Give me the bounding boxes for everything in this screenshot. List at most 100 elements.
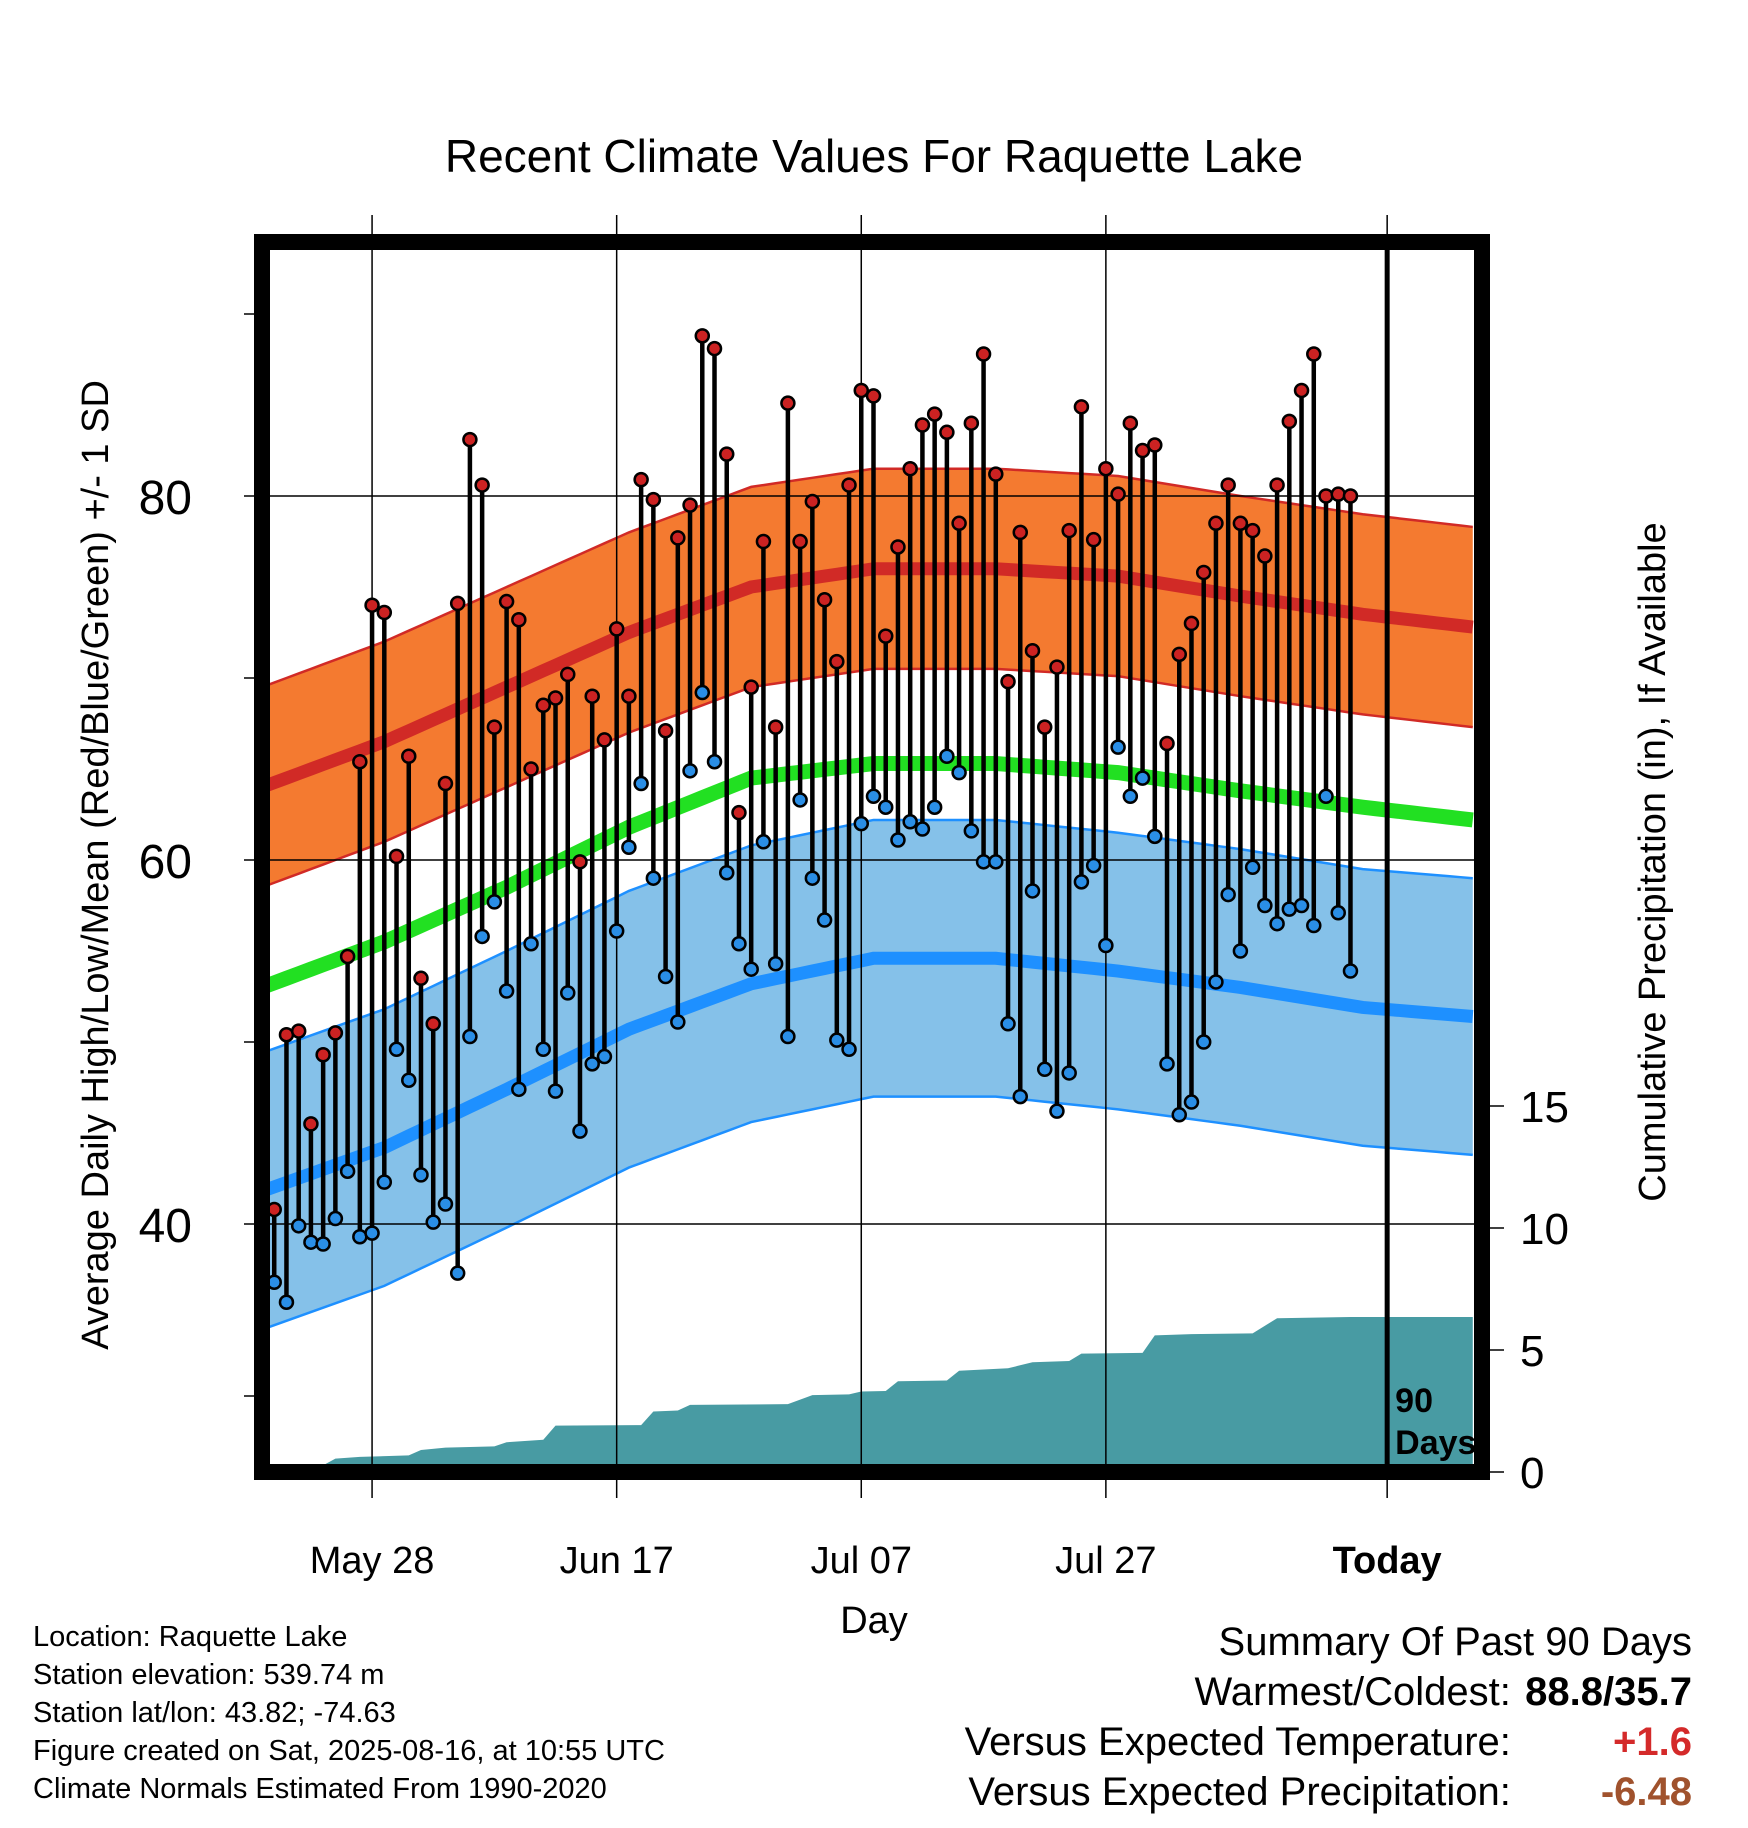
summary-precip: Versus Expected Precipitation: -6.48 — [968, 1770, 1692, 1815]
daily-high-point — [645, 491, 662, 508]
daily-high-point — [1073, 399, 1090, 415]
daily-low-point — [829, 1032, 845, 1048]
daily-high-point — [535, 697, 552, 714]
daily-low-point — [1183, 1094, 1200, 1110]
footer-location: Location: Raquette Lake — [33, 1621, 348, 1653]
daily-low-point — [339, 1163, 356, 1179]
daily-high-point — [975, 346, 992, 362]
daily-high-point — [853, 382, 870, 399]
daily-low-point — [498, 983, 515, 999]
daily-high-point — [706, 340, 723, 357]
high-normal-band-lower-edge — [262, 667, 1473, 889]
daily-low-point — [376, 1174, 393, 1190]
daily-high-point — [829, 653, 845, 670]
daily-high-point — [1281, 413, 1298, 430]
precip-value: -6.48 — [1600, 1770, 1692, 1814]
daily-high-point — [1122, 415, 1139, 431]
daily-high-point — [425, 1016, 441, 1032]
chart-title: Recent Climate Values For Raquette Lake — [445, 130, 1303, 182]
daily-high-point — [474, 477, 490, 493]
warm-cold-value: 88.8/35.7 — [1525, 1670, 1692, 1714]
daily-low-point — [767, 955, 784, 972]
daily-high-point — [1330, 486, 1346, 502]
y-left-tick-label: 80 — [139, 472, 192, 525]
daily-high-point — [523, 761, 539, 777]
daily-low-point — [670, 1014, 686, 1030]
y-right-tick-label: 0 — [1520, 1449, 1544, 1498]
daily-low-point — [1049, 1103, 1065, 1119]
daily-low-point — [1085, 857, 1102, 874]
daily-low-point — [1171, 1107, 1187, 1123]
x-tick-label: Today — [1333, 1540, 1442, 1582]
daily-high-point — [1183, 615, 1200, 632]
daily-low-point — [1342, 963, 1359, 979]
daily-high-point — [1024, 642, 1041, 659]
daily-low-point — [1244, 859, 1261, 876]
daily-high-point — [303, 1116, 319, 1132]
daily-low-point — [425, 1214, 441, 1230]
daily-low-point — [657, 968, 674, 985]
x-tick-label: Jul 07 — [811, 1540, 912, 1582]
daily-high-point — [1061, 522, 1077, 539]
daily-high-point — [926, 406, 943, 422]
summary-title: Summary Of Past 90 Days — [1218, 1620, 1692, 1664]
daily-high-point — [682, 497, 698, 513]
daily-high-point — [657, 723, 674, 739]
temp-value: +1.6 — [1613, 1720, 1692, 1764]
daily-high-point — [560, 666, 576, 683]
daily-low-point — [1110, 739, 1126, 755]
daily-low-point — [486, 894, 503, 910]
daily-low-point — [327, 1210, 344, 1227]
daily-low-point — [1257, 897, 1273, 914]
daily-low-point — [902, 814, 918, 830]
plot-content: 90 Days — [262, 242, 1482, 1472]
daily-low-point — [1330, 905, 1346, 921]
daily-low-point — [755, 834, 772, 850]
daily-low-point — [841, 1041, 857, 1058]
today-marker-label-1: 90 — [1395, 1382, 1433, 1420]
daily-low-point — [535, 1041, 552, 1058]
daily-high-point — [755, 533, 772, 550]
daily-high-point — [572, 854, 588, 870]
daily-low-point — [682, 763, 698, 779]
cumulative-precip-area — [262, 1317, 1473, 1472]
daily-low-point — [804, 870, 821, 886]
daily-low-point — [1147, 828, 1163, 845]
daily-high-point — [1220, 477, 1236, 493]
daily-high-point — [1306, 346, 1322, 362]
daily-low-point — [914, 821, 931, 837]
daily-low-point — [449, 1265, 466, 1281]
daily-low-point — [939, 748, 955, 765]
footer-normals: Climate Normals Estimated From 1990-2020 — [33, 1773, 607, 1805]
today-marker-label-2: Days — [1395, 1424, 1476, 1462]
daily-high-point — [1147, 437, 1163, 453]
daily-low-point — [1220, 886, 1236, 903]
daily-low-point — [364, 1225, 380, 1241]
daily-high-point — [1208, 515, 1224, 532]
daily-high-point — [511, 612, 527, 628]
daily-low-point — [572, 1123, 588, 1139]
low-normal-band — [262, 819, 1473, 1330]
footer-latlon: Station lat/lon: 43.82; -74.63 — [33, 1697, 396, 1729]
daily-high-point — [584, 688, 600, 704]
daily-high-point — [988, 466, 1004, 482]
daily-low-point — [1269, 915, 1285, 932]
daily-high-point — [1085, 531, 1102, 548]
daily-low-point — [963, 823, 980, 839]
daily-low-point — [743, 961, 759, 977]
y-right-tick-label: 10 — [1520, 1205, 1569, 1254]
y-axis-left-label: Average Daily High/Low/Mean (Red/Blue/Gr… — [75, 380, 117, 1350]
daily-high-point — [1134, 442, 1151, 459]
high-normal-line — [262, 562, 1474, 794]
daily-high-point — [486, 719, 503, 735]
daily-low-point — [560, 985, 576, 1001]
daily-high-point — [816, 591, 833, 608]
daily-high-point — [315, 1046, 331, 1063]
low-normal-band-lower-edge — [262, 1095, 1473, 1331]
y-axis-right-label: Cumulative Precipitation (in), If Availa… — [1632, 522, 1674, 1201]
daily-low-point — [401, 1072, 417, 1088]
plot-frame — [254, 234, 1490, 1480]
daily-low-point — [290, 1218, 307, 1234]
daily-low-point — [718, 864, 735, 881]
